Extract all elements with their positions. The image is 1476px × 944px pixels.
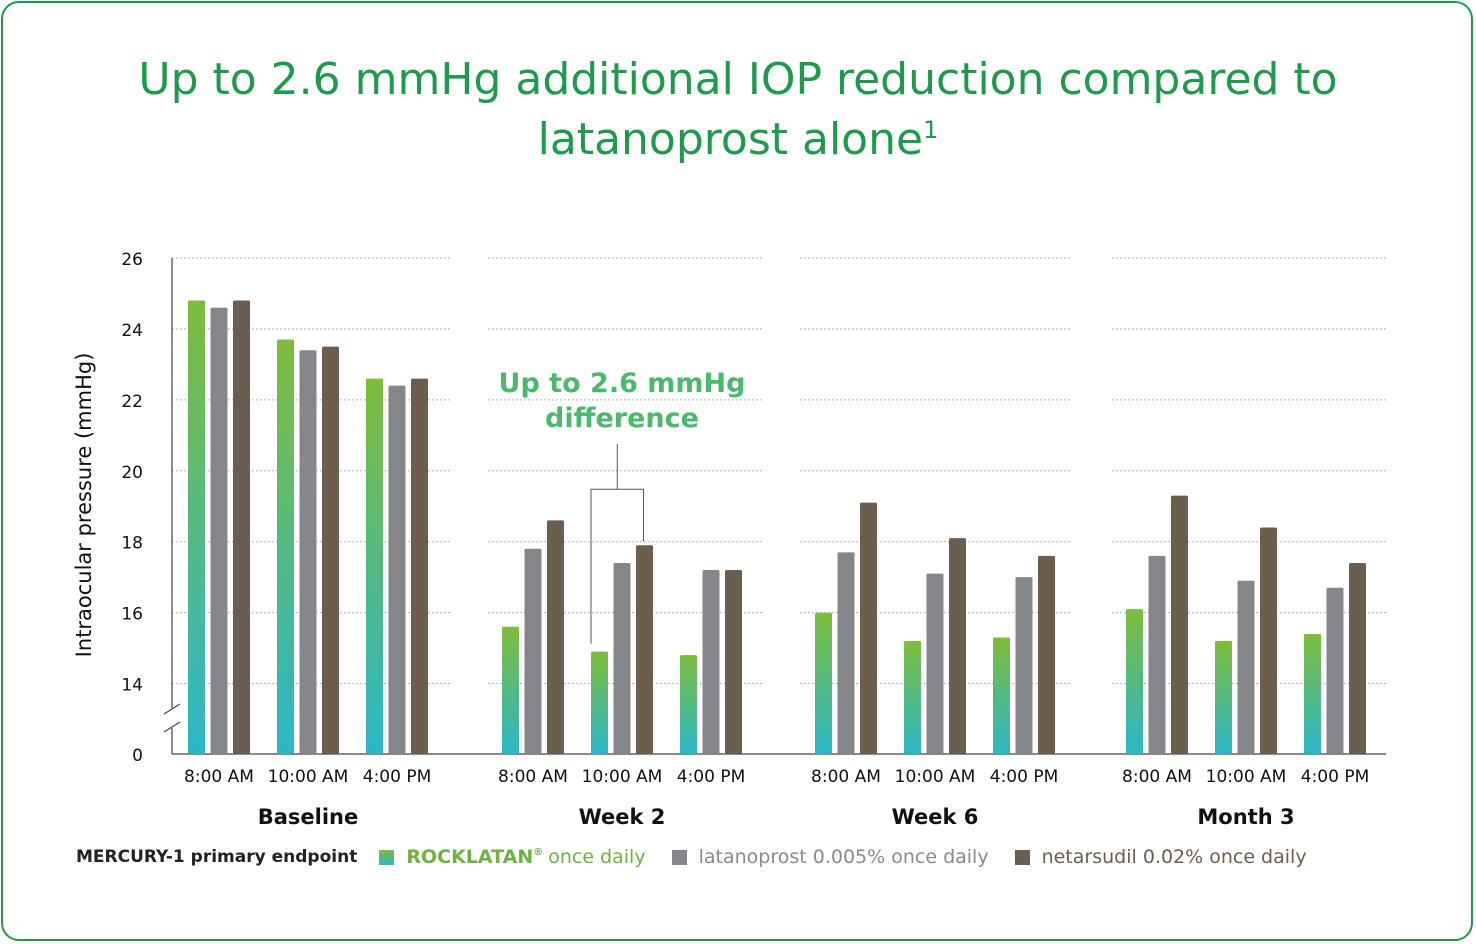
bar-netarsudil — [547, 520, 564, 754]
gridlines — [172, 257, 1386, 685]
axis-labels: 26 24 22 20 18 16 14 0 Intraocular pressure (mmH… — [72, 250, 1369, 829]
bar-latanoprost — [926, 573, 944, 754]
x-tick-label: 8:00 AM — [1122, 767, 1192, 787]
bar-netarsudil — [1260, 527, 1277, 754]
group-label: Week 6 — [892, 805, 979, 829]
x-tick-label: 4:00 PM — [677, 767, 746, 787]
x-tick-label: 10:00 AM — [582, 767, 663, 787]
bar-latanoprost — [1237, 580, 1255, 754]
legend-item-netarsudil: netarsudil 0.02% once daily — [1014, 846, 1307, 868]
group-label: Week 2 — [579, 805, 666, 829]
bar-rocklatan — [904, 640, 921, 754]
x-tick-label: 10:00 AM — [1206, 767, 1287, 787]
bar-latanoprost — [299, 350, 317, 754]
bar-latanoprost — [837, 552, 855, 754]
bar-latanoprost — [613, 562, 631, 754]
x-tick-label: 8:00 AM — [184, 767, 254, 787]
axes — [163, 258, 1386, 755]
y-axis-title: Intraocular pressure (mmHg) — [72, 353, 96, 658]
bar-latanoprost — [1326, 587, 1344, 754]
x-tick-label: 4:00 PM — [1301, 767, 1370, 787]
y-tick-label: 26 — [121, 250, 143, 270]
y-tick-label: 22 — [121, 392, 143, 412]
bar-rocklatan — [815, 612, 832, 754]
y-tick-label: 20 — [121, 463, 143, 483]
bar-latanoprost — [210, 307, 228, 754]
x-tick-label: 8:00 AM — [811, 767, 881, 787]
legend-netarsudil-label: netarsudil 0.02% once daily — [1041, 846, 1307, 868]
bar-latanoprost — [1148, 555, 1166, 754]
bar-rocklatan — [1215, 640, 1232, 754]
bar-netarsudil — [411, 378, 428, 754]
difference-annotation: Up to 2.6 mmHg difference — [499, 368, 746, 644]
bar-rocklatan — [277, 339, 294, 754]
bar-rocklatan — [188, 300, 205, 754]
title-line-2: latanoprost alone — [537, 114, 924, 165]
bar-latanoprost — [702, 570, 720, 754]
legend-title: MERCURY-1 primary endpoint — [76, 847, 358, 867]
title-line-1: Up to 2.6 mmHg additional IOP reduction … — [138, 54, 1338, 105]
legend-swatch-netarsudil — [1014, 849, 1030, 865]
bar-netarsudil — [860, 502, 877, 754]
bar-rocklatan — [993, 637, 1010, 754]
legend-item-rocklatan: ROCKLATAN® once daily — [379, 846, 646, 868]
bar-netarsudil — [1349, 562, 1366, 754]
legend: MERCURY-1 primary endpoint ROCKLATAN® on… — [76, 842, 1376, 872]
x-tick-label: 4:00 PM — [363, 767, 432, 787]
bar-netarsudil — [949, 538, 966, 754]
bar-netarsudil — [636, 545, 653, 754]
group-label: Month 3 — [1197, 805, 1294, 829]
axis-break-mark — [163, 703, 181, 715]
x-tick-label: 10:00 AM — [268, 767, 349, 787]
bar-latanoprost — [1015, 577, 1033, 754]
bar-netarsudil — [322, 346, 339, 754]
chart-title: Up to 2.6 mmHg additional IOP reduction … — [0, 50, 1476, 170]
bars — [188, 300, 1366, 754]
bar-latanoprost — [388, 385, 406, 754]
bar-rocklatan — [1304, 633, 1321, 754]
legend-latanoprost-label: latanoprost 0.005% once daily — [698, 846, 989, 868]
bar-netarsudil — [1171, 495, 1188, 754]
bar-latanoprost — [524, 548, 542, 754]
legend-rocklatan-suffix: once daily — [548, 846, 646, 868]
bar-netarsudil — [725, 570, 742, 754]
annotation-text-line-1: Up to 2.6 mmHg — [499, 368, 746, 399]
bar-netarsudil — [233, 300, 250, 754]
y-tick-label: 24 — [121, 321, 143, 341]
bar-rocklatan — [366, 378, 383, 754]
legend-swatch-rocklatan — [379, 849, 395, 865]
title-footnote: 1 — [923, 116, 939, 144]
legend-item-latanoprost: latanoprost 0.005% once daily — [671, 846, 989, 868]
bar-rocklatan — [1126, 609, 1143, 754]
legend-rocklatan-name: ROCKLATAN® — [406, 846, 544, 868]
y-tick-label: 14 — [121, 676, 143, 696]
y-tick-label: 0 — [132, 746, 143, 766]
x-tick-label: 10:00 AM — [895, 767, 976, 787]
bar-rocklatan — [591, 651, 608, 754]
x-tick-label: 4:00 PM — [990, 767, 1059, 787]
x-tick-label: 8:00 AM — [498, 767, 568, 787]
bar-rocklatan — [680, 655, 697, 754]
axis-break-mark — [163, 721, 181, 733]
bar-netarsudil — [1038, 555, 1055, 754]
group-label: Baseline — [258, 805, 359, 829]
legend-swatch-latanoprost — [671, 849, 687, 865]
bar-rocklatan — [502, 626, 519, 754]
y-tick-label: 16 — [121, 605, 143, 625]
y-tick-label: 18 — [121, 534, 143, 554]
annotation-text-line-2: difference — [545, 403, 699, 434]
